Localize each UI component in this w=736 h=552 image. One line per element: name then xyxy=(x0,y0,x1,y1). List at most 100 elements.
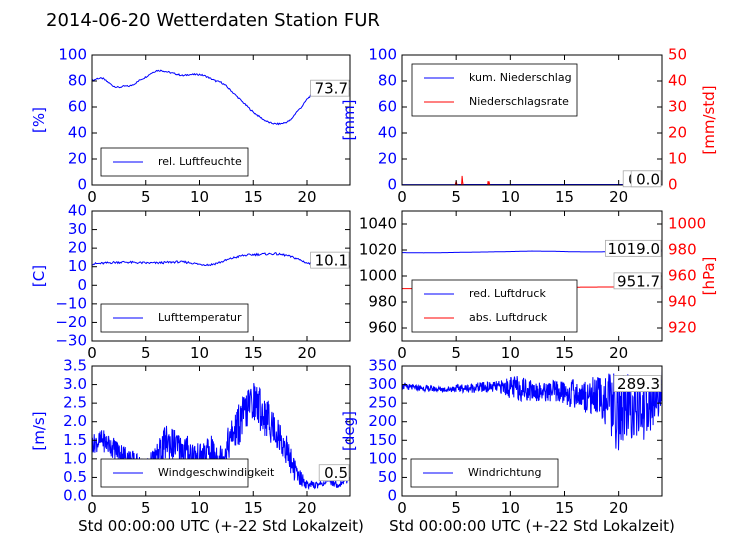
x-tick-label: 10 xyxy=(501,188,520,206)
y-tick-label: 60 xyxy=(378,98,397,116)
y2-tick-label: 50 xyxy=(668,46,687,64)
figure-title: 2014-06-20 Wetterdaten Station FUR xyxy=(46,10,380,31)
legend: Lufttemperatur xyxy=(100,303,249,333)
annotation-value-b: 951.7 xyxy=(617,272,660,290)
x-tick-label: 5 xyxy=(141,499,151,517)
y2-axis-label: [mm/std] xyxy=(700,85,718,154)
panel-pressure: 960 980 1000 1020 1040 920 940 960 980 1000 0 5 10 15… xyxy=(359,210,718,362)
y-tick-label: 10 xyxy=(68,257,87,275)
y-tick-label: 200 xyxy=(368,412,397,430)
x-tick-label: 15 xyxy=(555,344,574,362)
y-axis-label: [mm] xyxy=(340,100,358,141)
y-tick-label: 50 xyxy=(378,468,397,486)
axes-frame xyxy=(91,54,351,186)
x-tick-label: 20 xyxy=(609,344,628,362)
series-line-0 xyxy=(402,369,662,451)
y-tick-label: 40 xyxy=(378,124,397,142)
y2-tick-label: 920 xyxy=(668,319,697,337)
x-tick-label: 5 xyxy=(451,188,461,206)
axes-frame xyxy=(91,210,351,342)
y-tick-label: 300 xyxy=(368,375,397,393)
annotation-value: 73.7 xyxy=(315,80,348,98)
y2-tick-label: 40 xyxy=(668,72,687,90)
x-tick-label: 0 xyxy=(397,344,407,362)
panel-humidity: 0 20 40 60 80 100 0 5 10 15 20 [%] rel. Luftfeuchte 7… xyxy=(30,46,351,206)
x-tick-label: 10 xyxy=(501,344,520,362)
x-tick-label: 10 xyxy=(190,499,209,517)
annotation-value: 289.3 xyxy=(617,375,660,393)
panel-wind_speed: 0.00.51.01.52.02.53.03.50 5 10 15 20[m/s]Std… xyxy=(30,357,364,536)
x-tick-label: 5 xyxy=(451,344,461,362)
x-tick-label: 5 xyxy=(141,344,151,362)
y-tick-label: 1.5 xyxy=(63,431,87,449)
legend-label: rel. Luftfeuchte xyxy=(158,155,242,168)
y-tick-label: −30 xyxy=(55,332,87,350)
y-tick-label: 100 xyxy=(368,449,397,467)
y-tick-label: 2.5 xyxy=(63,394,87,412)
annotation-value-box xyxy=(318,464,350,482)
x-tick-label: 15 xyxy=(555,499,574,517)
annotation-value: 1019.0 xyxy=(608,240,661,258)
axes-frame xyxy=(401,54,663,186)
x-tick-label: 20 xyxy=(297,344,316,362)
series-group xyxy=(402,369,662,451)
x-axis-label: Std 00:00:00 UTC (+-22 Std Lokalzeit) xyxy=(389,517,675,535)
x-tick-label: 0 xyxy=(87,499,97,517)
y-tick-label: 40 xyxy=(68,202,87,220)
x-tick-label: 20 xyxy=(297,499,316,517)
legend-label: Windgeschwindigkeit xyxy=(158,466,275,479)
y-tick-label: 960 xyxy=(368,319,397,337)
y-tick-label: 2.0 xyxy=(63,412,87,430)
annotation-value: 10.1 xyxy=(315,252,348,270)
x-tick-label: 0 xyxy=(397,499,407,517)
x-axis-label: Std 00:00:00 UTC (+-22 Std Lokalzeit) xyxy=(78,517,364,535)
x-tick-label: 10 xyxy=(190,344,209,362)
y-tick-label: 3.5 xyxy=(63,357,87,375)
x-tick-label: 10 xyxy=(501,499,520,517)
y2-tick-label: 940 xyxy=(668,293,697,311)
y-tick-label: 0.0 xyxy=(63,487,87,505)
y-axis-label: [deg] xyxy=(340,411,358,451)
axes-frame xyxy=(401,365,663,497)
annotation-value-box xyxy=(310,79,350,97)
x-tick-label: 20 xyxy=(609,188,628,206)
y-tick-label: 1000 xyxy=(359,267,397,285)
x-tick-label: 5 xyxy=(451,499,461,517)
x-tick-label: 0 xyxy=(87,344,97,362)
y-tick-label: 980 xyxy=(368,293,397,311)
y-tick-label: −10 xyxy=(55,294,87,312)
y-tick-label: 3.0 xyxy=(63,375,87,393)
panel-precip: 0 20 40 60 80 100 0 10 20 30 40 50 0 5 10 15 20 [mm] [mm/s… xyxy=(340,46,718,207)
y-tick-label: 150 xyxy=(368,431,397,449)
y2-tick-label: 960 xyxy=(668,267,697,285)
y-axis-label: [C] xyxy=(30,265,48,287)
x-tick-label: 10 xyxy=(190,188,209,206)
y-tick-label: 0 xyxy=(387,487,397,505)
x-tick-label: 20 xyxy=(297,188,316,206)
annotation-value-b-box xyxy=(613,272,662,290)
legend-frame xyxy=(411,279,578,333)
x-tick-label: 0 xyxy=(87,188,97,206)
legend: kum. Niederschlag Niederschlagsrate xyxy=(411,63,578,117)
y-tick-label: 250 xyxy=(368,394,397,412)
y-tick-label: 80 xyxy=(378,72,397,90)
x-tick-label: 0 xyxy=(397,188,407,206)
series-group xyxy=(92,69,350,126)
annotation-value-box xyxy=(605,239,662,257)
y2-tick-label: 10 xyxy=(668,150,687,168)
series-line-0 xyxy=(92,69,350,126)
x-tick-label: 20 xyxy=(609,499,628,517)
legend: red. Luftdruck abs. Luftdruck xyxy=(411,279,578,333)
y-tick-label: 350 xyxy=(368,357,397,375)
y-tick-label: 20 xyxy=(378,150,397,168)
y-tick-label: 60 xyxy=(68,98,87,116)
legend: Windrichtung xyxy=(410,458,559,488)
legend-label: Lufttemperatur xyxy=(158,311,242,324)
y-axis-label: [m/s] xyxy=(30,411,48,450)
annotation-value: 0.5 xyxy=(324,464,348,482)
legend-label: red. Luftdruck xyxy=(469,287,546,300)
annotation-value-box xyxy=(310,251,350,269)
legend: rel. Luftfeuchte xyxy=(100,147,249,177)
